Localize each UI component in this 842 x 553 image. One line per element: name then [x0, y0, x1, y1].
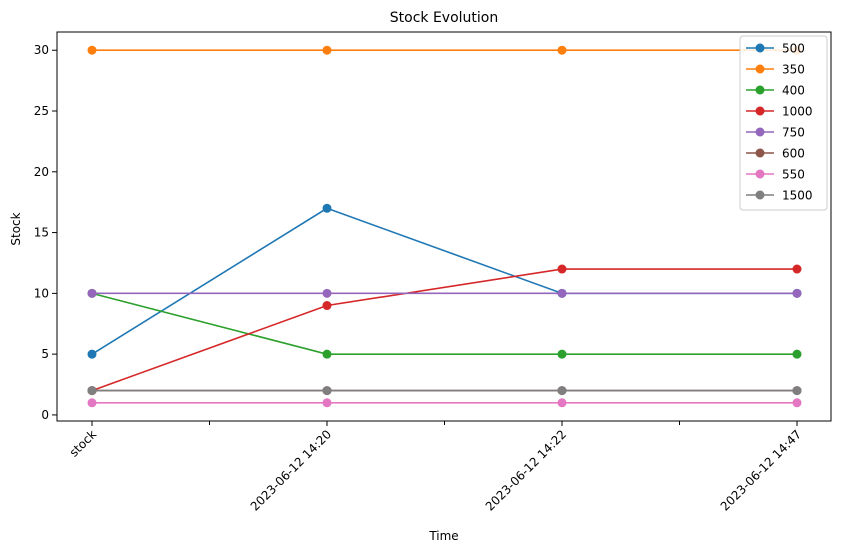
x-axis-label: Time [428, 529, 458, 543]
y-tick-label: 10 [34, 286, 49, 300]
data-point [322, 45, 332, 55]
y-tick-label: 15 [34, 226, 49, 240]
data-point [557, 288, 567, 298]
series-1000 [87, 264, 802, 396]
plot-area [56, 31, 832, 422]
data-point [322, 398, 332, 408]
legend-item: 1500 [746, 189, 813, 203]
legend-item: 1000 [746, 105, 813, 119]
data-point [87, 45, 97, 55]
y-tick-label: 25 [34, 104, 49, 118]
legend-label: 500 [782, 42, 805, 56]
series-line [91, 292, 797, 355]
data-point [557, 264, 567, 274]
y-tick-label: 0 [41, 408, 49, 422]
series-line [91, 207, 797, 355]
legend-marker [755, 190, 765, 200]
legend-item: 500 [746, 42, 805, 56]
x-tick-label: 2023-06-12 14:22 [483, 427, 569, 513]
legend-label: 600 [782, 147, 805, 161]
legend-marker [755, 148, 765, 158]
legend-marker [755, 106, 765, 116]
y-tick-label: 20 [34, 165, 49, 179]
data-point [557, 349, 567, 359]
data-point [792, 349, 802, 359]
series-400 [87, 288, 802, 359]
data-point [322, 288, 332, 298]
legend-marker [755, 127, 765, 137]
data-point [792, 288, 802, 298]
legend-item: 600 [746, 147, 805, 161]
legend-marker [755, 169, 765, 179]
data-point [87, 398, 97, 408]
legend-label: 1000 [782, 105, 813, 119]
series-350 [87, 45, 802, 55]
data-point [322, 301, 332, 311]
y-axis-label: Stock [9, 212, 23, 245]
legend-item: 550 [746, 168, 805, 182]
legend-box [739, 35, 828, 211]
series-layer [87, 45, 802, 408]
series-500 [87, 203, 802, 359]
legend-label: 1500 [782, 189, 813, 203]
legend-label: 750 [782, 126, 805, 140]
x-tick-label: stock [67, 427, 99, 459]
data-point [87, 288, 97, 298]
legend-marker [755, 43, 765, 53]
data-point [557, 398, 567, 408]
data-point [557, 45, 567, 55]
legend-label: 350 [782, 63, 805, 77]
data-point [322, 203, 332, 213]
data-point [792, 264, 802, 274]
legend-label: 550 [782, 168, 805, 182]
y-tick-label: 5 [41, 347, 49, 361]
legend-item: 400 [746, 84, 805, 98]
series-550 [87, 398, 802, 408]
y-tick-label: 30 [34, 43, 49, 57]
legend-marker [755, 64, 765, 74]
x-tick-label: 2023-06-12 14:20 [248, 427, 334, 513]
chart-title: Stock Evolution [390, 10, 498, 26]
legend-item: 350 [746, 63, 805, 77]
data-point [792, 386, 802, 396]
series-750 [87, 288, 802, 298]
data-point [322, 349, 332, 359]
legend: 500 350 400 1000 750 600 550 1500 [739, 35, 828, 211]
axes-ticks: 0 5 10 15 20 25 30 stock 2023-06-12 14:20 2023-06… [34, 43, 804, 513]
data-point [87, 349, 97, 359]
series-line [91, 268, 797, 392]
data-point [792, 398, 802, 408]
data-point [322, 386, 332, 396]
legend-label: 400 [782, 84, 805, 98]
data-point [87, 386, 97, 396]
legend-item: 750 [746, 126, 805, 140]
x-tick-label: 2023-06-12 14:47 [718, 427, 804, 513]
series-1500 [87, 386, 802, 396]
legend-marker [755, 85, 765, 95]
data-point [557, 386, 567, 396]
